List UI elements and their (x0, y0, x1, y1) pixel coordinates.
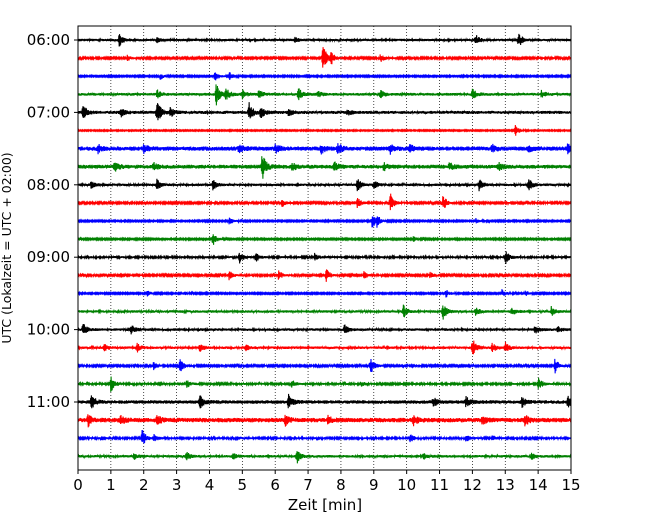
x-tick-label: 2 (139, 476, 149, 494)
seismic-trace-0715 (77, 124, 572, 136)
seismic-trace-0930 (77, 289, 572, 298)
y-tick-label: 10:00 (27, 321, 70, 339)
y-tick-label: 08:00 (27, 176, 70, 194)
seismic-trace-0730 (77, 143, 572, 155)
x-tick-label: 1 (106, 476, 116, 494)
seismic-trace-0630 (77, 72, 572, 81)
seismic-trace-1000 (77, 324, 572, 335)
seismic-trace-0815 (77, 193, 572, 211)
x-tick-label: 12 (463, 476, 482, 494)
seismic-trace-0800 (77, 178, 572, 192)
x-tick-label: 6 (270, 476, 280, 494)
x-tick-label: 10 (397, 476, 416, 494)
x-tick-label: 4 (205, 476, 215, 494)
plot-background (78, 26, 571, 470)
seismic-trace-0700 (77, 102, 572, 121)
seismic-trace-1130 (77, 429, 572, 444)
seismic-trace-0645 (77, 84, 572, 106)
x-tick-label: 3 (172, 476, 182, 494)
seismic-trace-1045 (77, 376, 572, 392)
y-axis-title: UTC (Lokalzeit = UTC + 02:00) (0, 152, 14, 343)
y-tick-label: 06:00 (27, 31, 70, 49)
x-tick-label: 7 (303, 476, 313, 494)
x-tick-label: 14 (529, 476, 548, 494)
x-tick-label: 9 (369, 476, 379, 494)
seismic-trace-1100 (77, 393, 572, 409)
seismic-trace-1015 (77, 340, 572, 355)
y-tick-label: 07:00 (27, 103, 70, 121)
x-tick-label: 15 (561, 476, 580, 494)
x-tick-label: 13 (496, 476, 515, 494)
x-axis-ticks: 0 1 2 3 4 5 6 7 8 9 10 11 12 13 14 15 (73, 470, 581, 494)
seismic-trace-0900 (77, 251, 572, 265)
x-tick-label: 0 (73, 476, 83, 494)
seismic-trace-1145 (77, 451, 572, 464)
x-axis-title: Zeit [min] (288, 496, 362, 514)
seismic-trace-0615 (77, 47, 572, 68)
seismic-trace-0845 (77, 234, 572, 245)
seismic-trace-1030 (77, 358, 572, 374)
seismic-trace-1115 (77, 414, 572, 428)
y-tick-label: 11:00 (27, 393, 70, 411)
x-tick-label: 8 (336, 476, 346, 494)
seismic-trace-0830 (77, 216, 572, 228)
y-tick-label: 09:00 (27, 248, 70, 266)
x-tick-label: 5 (238, 476, 248, 494)
seismic-trace-0915 (77, 269, 572, 282)
vertical-grid (110, 26, 539, 470)
seismic-trace-0600 (77, 33, 572, 47)
seismic-traces (77, 33, 572, 464)
seismic-trace-0745 (77, 156, 572, 179)
x-tick-label: 11 (430, 476, 449, 494)
plot-frame (77, 25, 572, 471)
seismic-trace-0945 (77, 304, 572, 320)
y-axis-ticks: 06:00 07:00 08:00 09:00 10:00 11:00 (27, 31, 78, 411)
